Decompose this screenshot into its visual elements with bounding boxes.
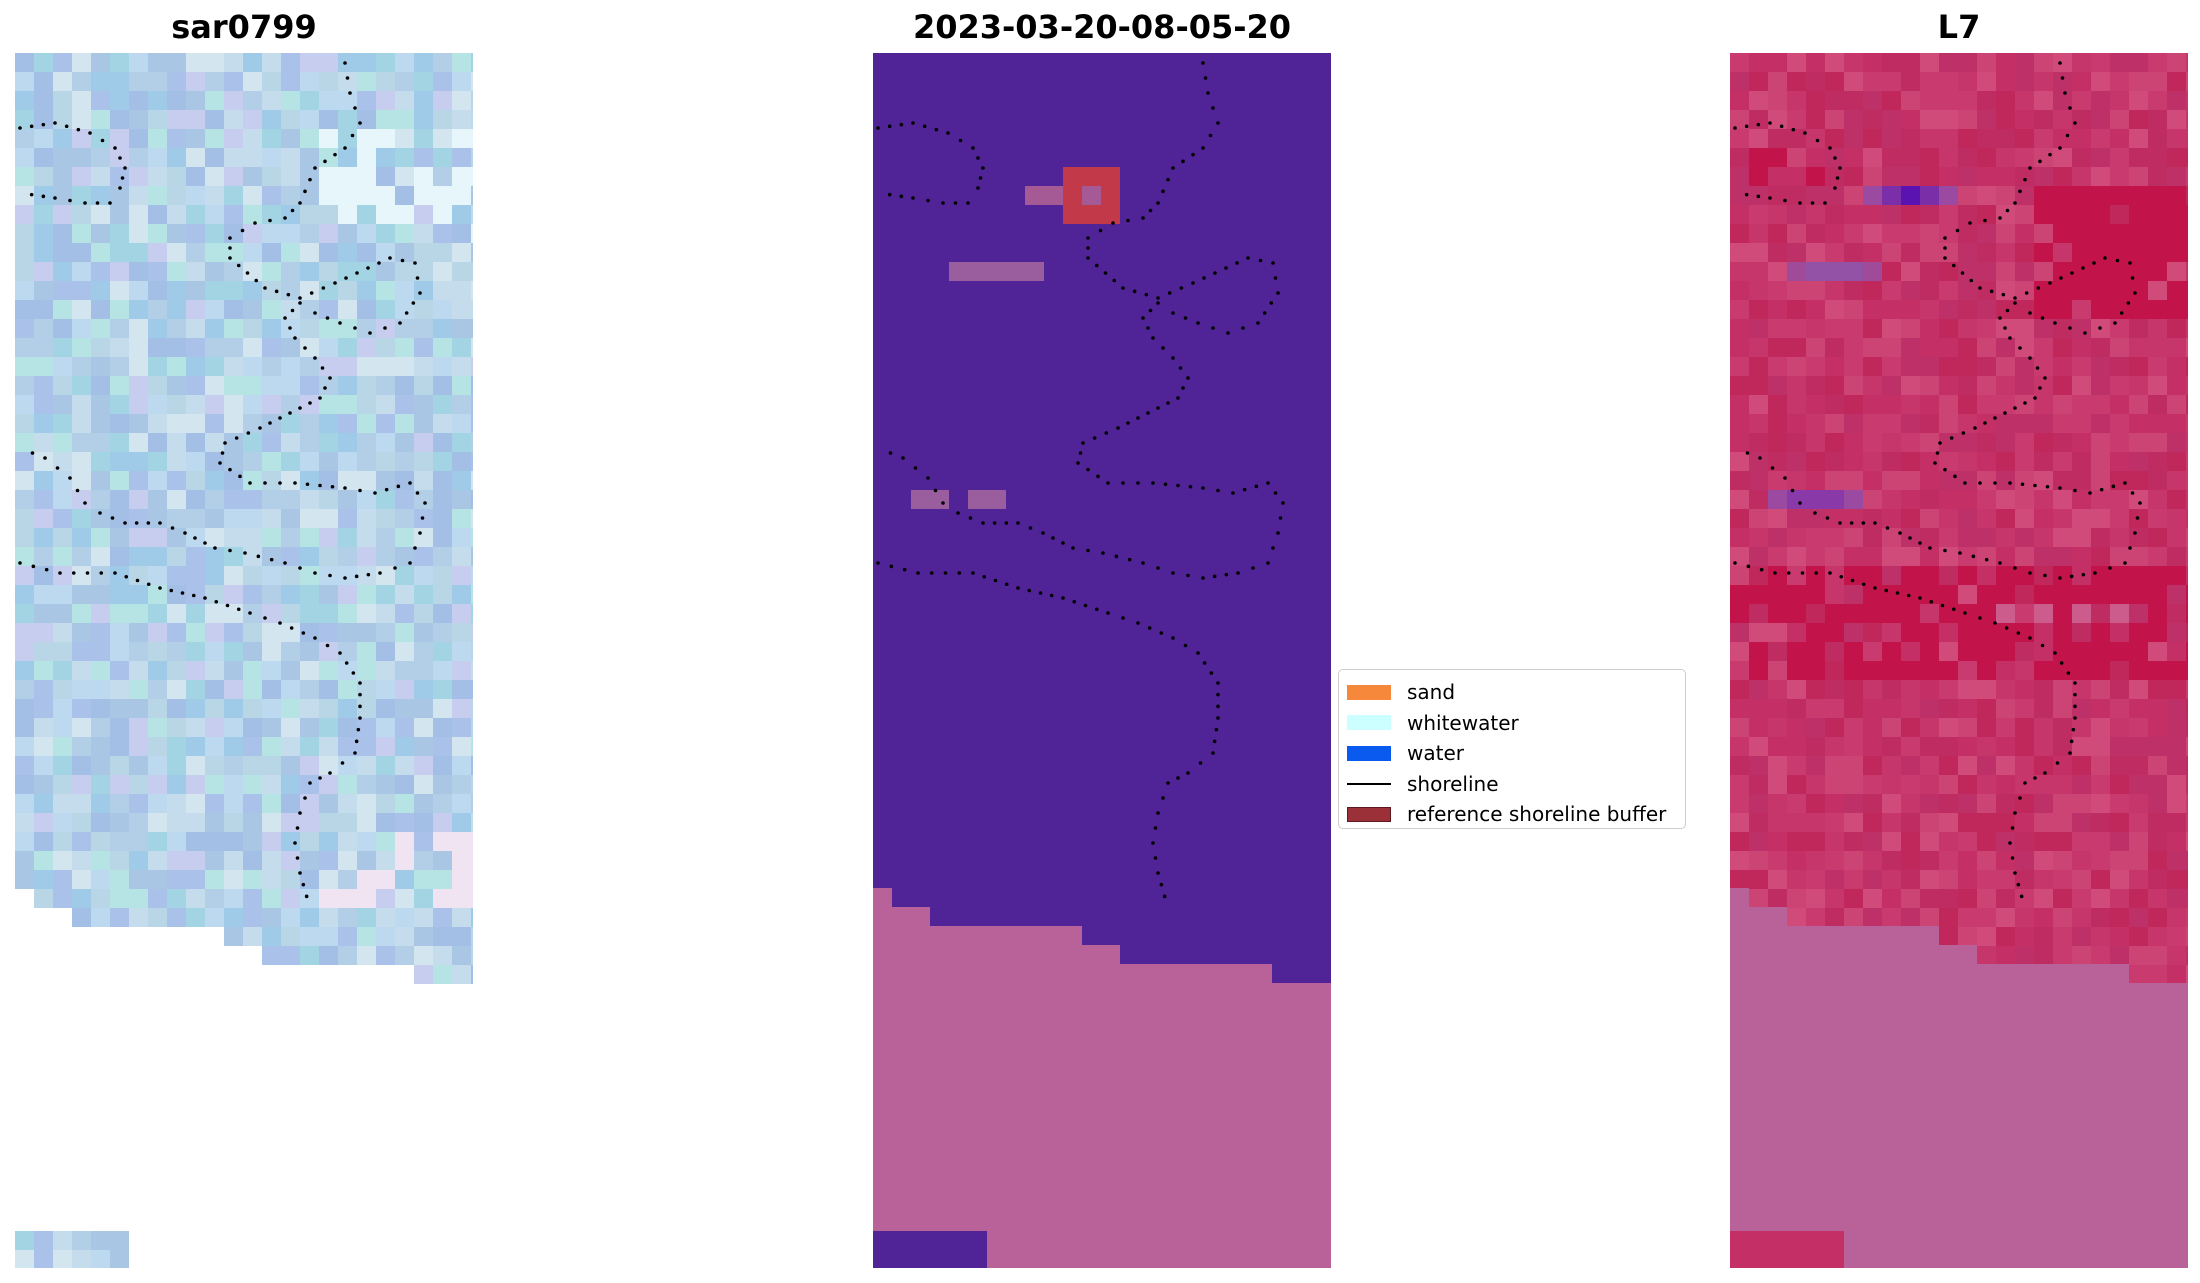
rgb-satellite-image [15,53,473,1268]
legend-swatch-shoreline [1347,782,1391,785]
legend-item-whitewater: whitewater [1339,708,1685,739]
legend-item-water: water [1339,738,1685,769]
panel-title-index: L7 [1937,8,1981,46]
legend-label-whitewater: whitewater [1407,710,1519,735]
legend-item-shoreline: shoreline [1339,769,1685,800]
legend-item-sand: sand [1339,677,1685,708]
legend-label-water: water [1407,741,1464,766]
legend-swatch-water [1347,745,1391,761]
classified-image [873,53,1331,1268]
index-image [1730,53,2188,1268]
legend-item-reference-buffer: reference shoreline buffer [1339,799,1685,830]
legend: sand whitewater water shoreline referenc… [1338,669,1686,829]
legend-label-reference-buffer: reference shoreline buffer [1407,802,1667,827]
legend-swatch-whitewater [1347,715,1391,731]
panel-title-classified: 2023-03-20-08-05-20 [912,8,1292,46]
panel-title-rgb: sar0799 [171,8,317,46]
legend-swatch-reference-buffer [1347,806,1391,822]
legend-label-shoreline: shoreline [1407,771,1499,796]
legend-label-sand: sand [1407,680,1456,705]
legend-swatch-sand [1347,684,1391,700]
